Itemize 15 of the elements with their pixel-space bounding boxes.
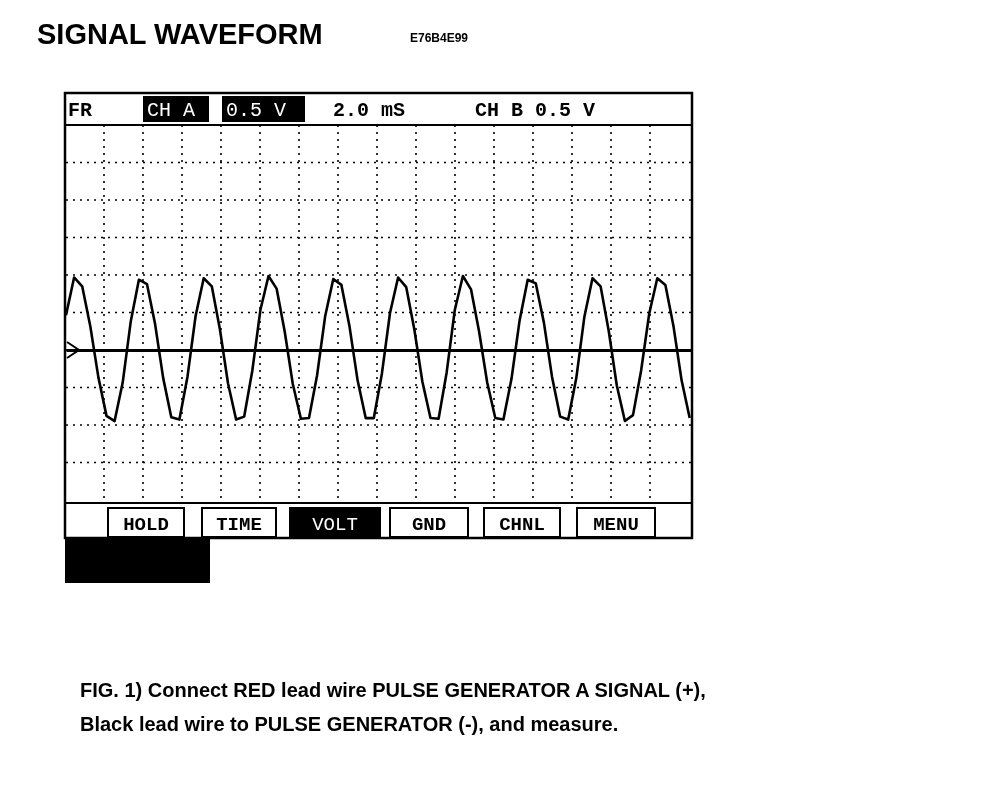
chart-title: SIGNAL WAVEFORM xyxy=(37,18,323,50)
text: E76B4E99 xyxy=(410,31,469,45)
text: CH A xyxy=(147,99,196,122)
text: Black lead wire to PULSE GENERATOR (-), and measure. xyxy=(80,713,619,735)
text: 2.0 mS xyxy=(333,99,406,122)
text: FR xyxy=(68,99,93,122)
text: CHNL xyxy=(499,514,545,536)
text: 0.5 V xyxy=(226,99,287,122)
caption: FIG. 1) Connect RED lead wire PULSE GENERATOR A SIGNAL (+), xyxy=(80,679,706,701)
text: MENU xyxy=(593,514,639,536)
text: HOLD xyxy=(123,514,169,536)
text: CH B 0.5 V xyxy=(475,99,596,122)
text: TIME xyxy=(216,514,262,536)
text: VOLT xyxy=(312,514,358,536)
text: GND xyxy=(411,514,447,536)
